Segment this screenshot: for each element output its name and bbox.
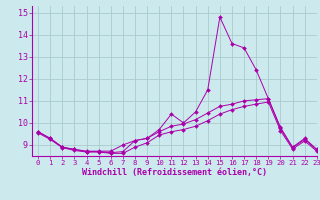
X-axis label: Windchill (Refroidissement éolien,°C): Windchill (Refroidissement éolien,°C) xyxy=(82,168,267,177)
